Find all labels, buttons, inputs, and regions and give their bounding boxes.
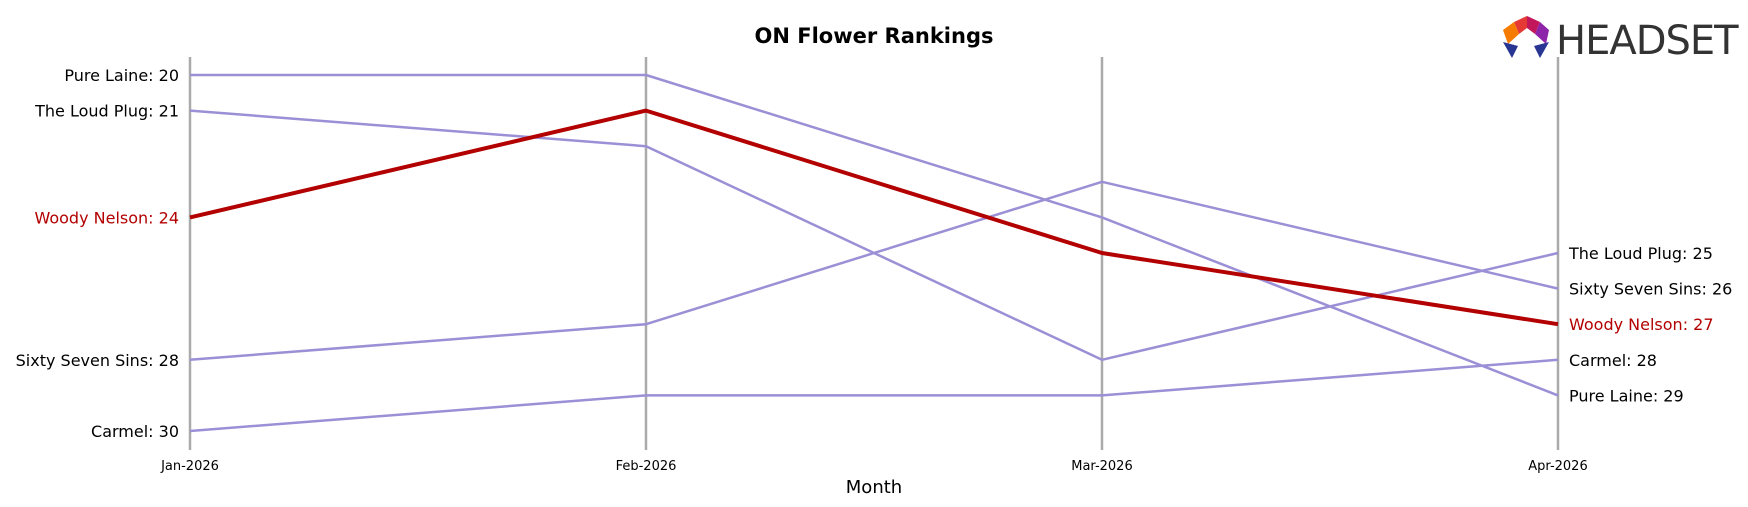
end-rank-label: Woody Nelson: 27 (1569, 315, 1714, 334)
headset-logo-text: HEADSET (1556, 18, 1739, 64)
start-rank-label: Carmel: 30 (91, 422, 179, 441)
series-line (190, 73, 1559, 397)
headset-logo: HEADSET (1503, 16, 1740, 64)
end-rank-label: The Loud Plug: 25 (1568, 244, 1713, 263)
start-rank-label: Pure Laine: 20 (64, 66, 179, 85)
end-rank-label: Pure Laine: 29 (1569, 386, 1684, 405)
x-tick-labels: Jan-2026 Feb-2026 Mar-2026 Apr-2026 (160, 459, 1588, 474)
series-lines (189, 73, 1559, 433)
series-line (189, 180, 1559, 362)
x-tick-label: Mar-2026 (1071, 459, 1132, 474)
x-tick-label: Apr-2026 (1528, 459, 1587, 474)
start-rank-label: Woody Nelson: 24 (34, 208, 179, 227)
x-tick-label: Feb-2026 (616, 459, 677, 474)
series-line (189, 108, 1559, 327)
headset-logo-icon (1503, 16, 1549, 58)
chart-title: ON Flower Rankings (755, 24, 994, 48)
x-axis-label: Month (846, 477, 902, 498)
end-labels: Pure Laine: 20 Pure Laine: 29 The Loud Plu… (16, 66, 1733, 441)
start-rank-label: Sixty Seven Sins: 28 (16, 351, 179, 370)
series-line (189, 358, 1559, 433)
x-tick-label: Jan-2026 (160, 459, 219, 474)
end-rank-label: Sixty Seven Sins: 26 (1569, 280, 1732, 299)
end-rank-label: Carmel: 28 (1569, 351, 1657, 370)
start-rank-label: The Loud Plug: 21 (34, 102, 179, 121)
series-line (189, 109, 1559, 362)
